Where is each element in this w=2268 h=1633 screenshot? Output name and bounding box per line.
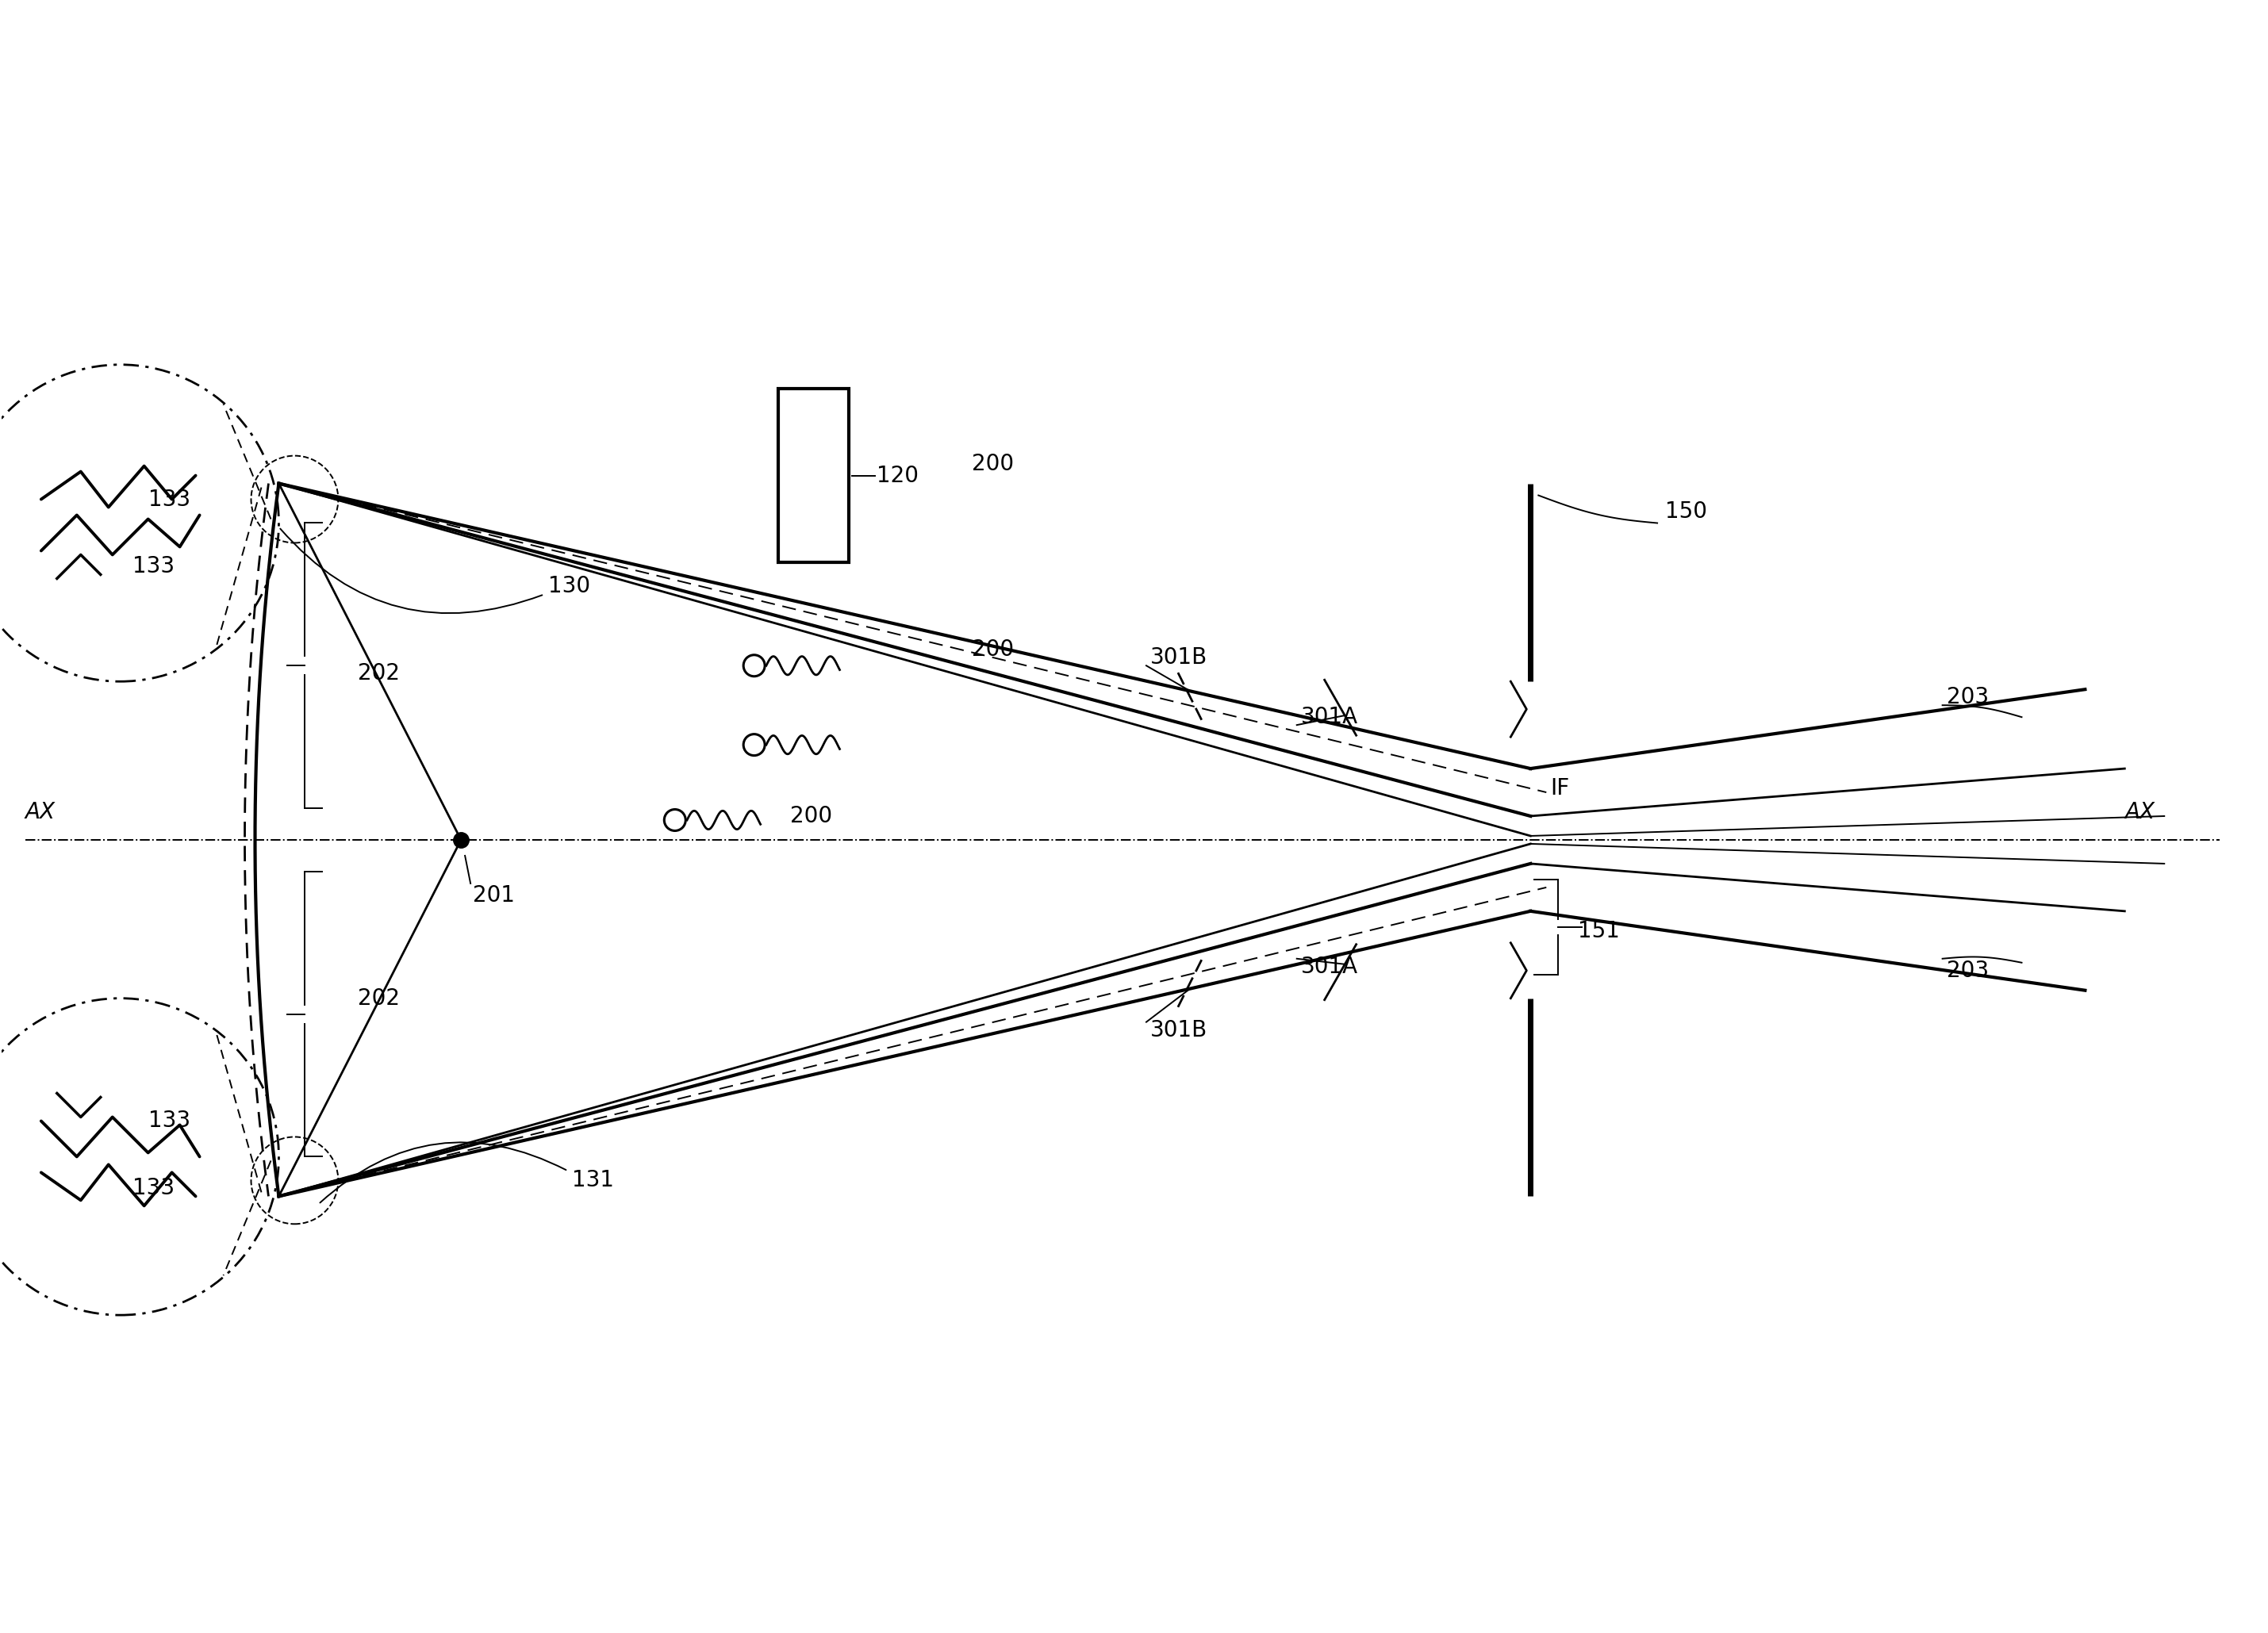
Text: 151: 151 xyxy=(1579,919,1619,942)
Text: 203: 203 xyxy=(1946,960,1989,981)
Text: 133: 133 xyxy=(132,555,175,578)
Bar xyxy=(778,389,848,563)
Text: IF: IF xyxy=(1551,777,1569,800)
Text: 133: 133 xyxy=(132,1177,175,1200)
Text: 133: 133 xyxy=(147,488,191,511)
Text: 131: 131 xyxy=(572,1169,615,1192)
Text: 150: 150 xyxy=(1665,500,1708,523)
Text: 301A: 301A xyxy=(1302,955,1359,978)
Text: 201: 201 xyxy=(474,883,515,906)
Text: 133: 133 xyxy=(147,1110,191,1132)
Text: 301B: 301B xyxy=(1150,647,1207,670)
Text: 200: 200 xyxy=(973,452,1014,475)
Text: 202: 202 xyxy=(358,663,399,684)
Text: 120: 120 xyxy=(878,464,919,487)
Text: AX: AX xyxy=(25,802,54,823)
Text: 202: 202 xyxy=(358,988,399,1009)
Text: 203: 203 xyxy=(1946,686,1989,709)
Text: 301A: 301A xyxy=(1302,705,1359,728)
Text: 301B: 301B xyxy=(1150,1019,1207,1042)
Text: 200: 200 xyxy=(789,805,832,828)
Text: 200: 200 xyxy=(973,639,1014,661)
Text: AX: AX xyxy=(2125,802,2155,823)
Text: 130: 130 xyxy=(549,575,590,598)
